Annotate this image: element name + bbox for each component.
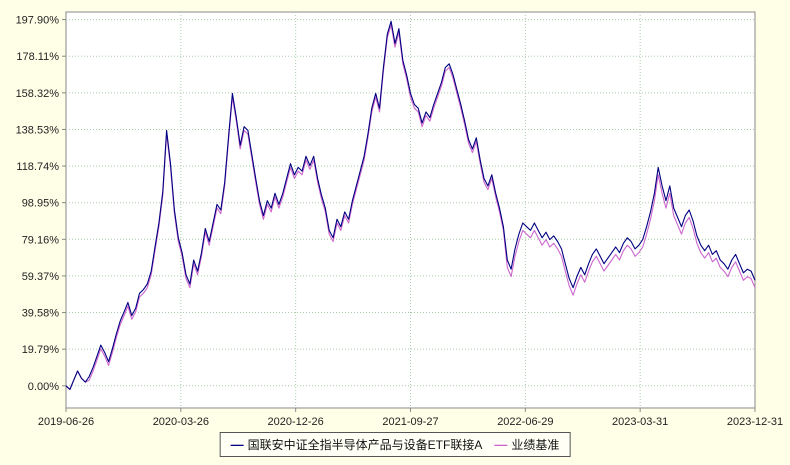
legend-item-fund: — 国联安中证全指半导体产品与设备ETF联接A <box>231 436 483 453</box>
fund-line-label: 国联安中证全指半导体产品与设备ETF联接A <box>247 438 483 452</box>
y-axis-label: 79.16% <box>22 234 60 246</box>
x-axis-label: 2019-06-26 <box>38 416 94 428</box>
y-axis-label: 158.32% <box>16 88 60 100</box>
x-axis-label: 2023-03-31 <box>612 416 668 428</box>
y-axis-label: 59.37% <box>22 271 60 283</box>
benchmark-line <box>65 24 756 391</box>
y-axis-label: 19.79% <box>22 344 60 356</box>
y-axis-label: 0.00% <box>28 381 59 393</box>
y-axis-label: 118.74% <box>16 161 59 173</box>
y-axis-label: 138.53% <box>16 124 60 136</box>
y-axis-label: 178.11% <box>16 51 59 63</box>
x-axis-label: 2022-06-29 <box>497 416 553 428</box>
x-axis-label: 2020-03-26 <box>153 416 209 428</box>
legend-item-benchmark: — 业绩基准 <box>494 436 559 453</box>
x-axis-label: 2021-09-27 <box>382 416 438 428</box>
fund-line <box>65 20 756 391</box>
benchmark-line-marker: — <box>494 437 508 452</box>
x-axis-label: 2020-12-26 <box>268 416 324 428</box>
chart-legend: — 国联安中证全指半导体产品与设备ETF联接A — 业绩基准 <box>219 432 571 457</box>
y-axis-label: 98.95% <box>22 198 60 210</box>
x-axis-label: 2023-12-31 <box>727 416 783 428</box>
benchmark-line-label: 业绩基准 <box>511 438 560 452</box>
y-axis-label: 197.90% <box>16 15 60 27</box>
fund-line-marker: — <box>230 437 244 452</box>
y-axis-label: 39.58% <box>22 308 60 320</box>
